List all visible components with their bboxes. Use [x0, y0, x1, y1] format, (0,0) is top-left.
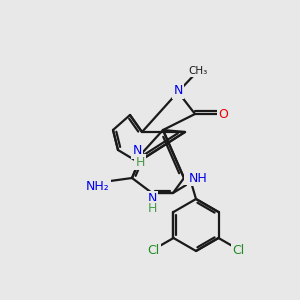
Text: H: H [147, 202, 157, 215]
Text: NH: NH [189, 172, 207, 184]
Text: Cl: Cl [233, 244, 245, 257]
Text: N: N [173, 85, 183, 98]
Text: N: N [185, 170, 195, 184]
Text: O: O [218, 107, 228, 121]
Text: Cl: Cl [147, 244, 159, 257]
Text: H: H [135, 155, 145, 169]
Text: CH₃: CH₃ [188, 66, 208, 76]
Text: NH₂: NH₂ [86, 181, 110, 194]
Text: N: N [147, 193, 157, 206]
Text: N: N [132, 145, 142, 158]
